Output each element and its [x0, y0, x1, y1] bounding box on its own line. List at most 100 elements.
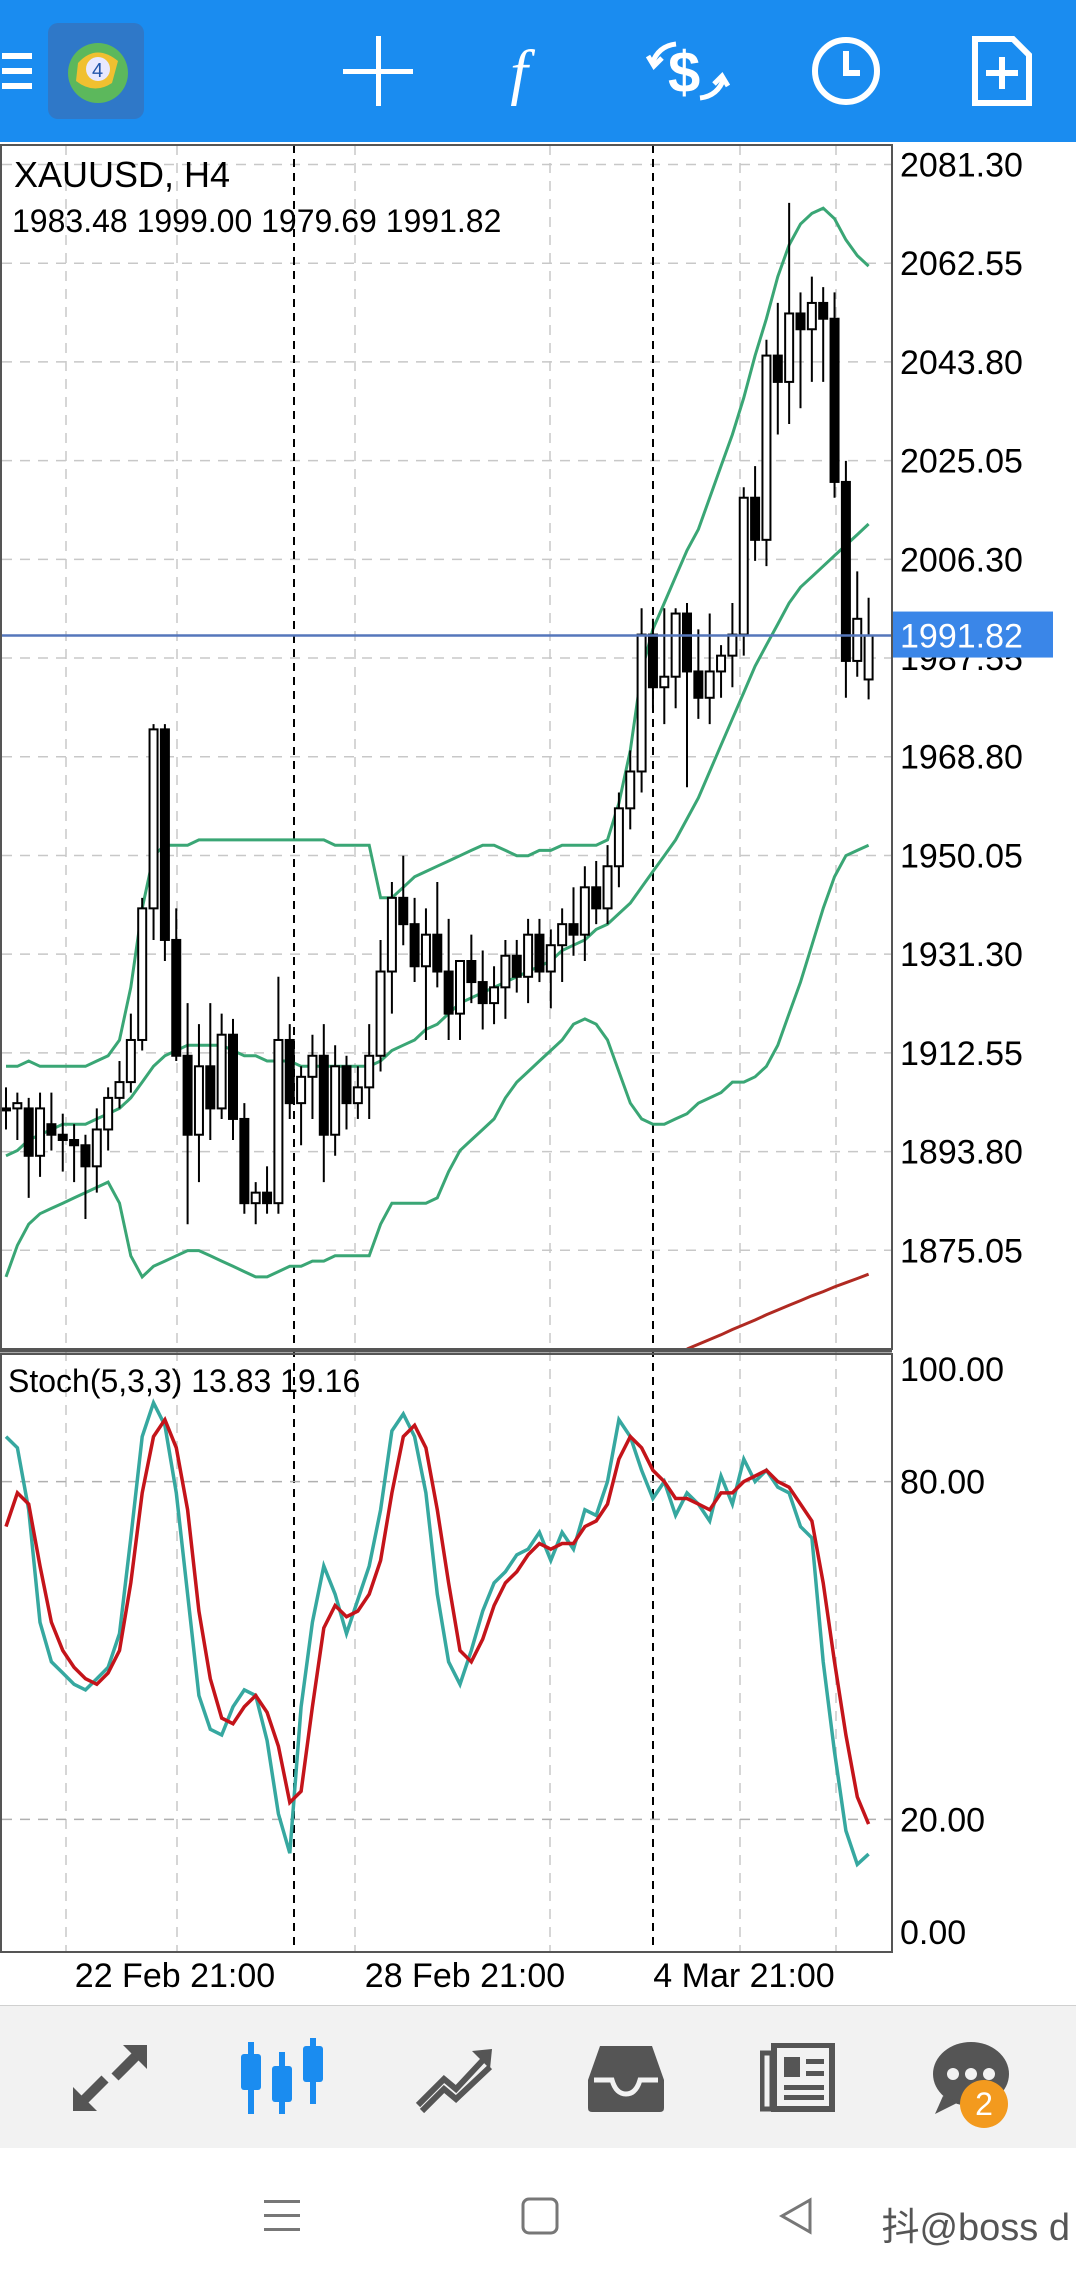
candle-bear [647, 633, 658, 689]
svg-text:$: $ [668, 40, 700, 105]
recent-apps-icon[interactable] [242, 2148, 322, 2284]
stoch-header-label: Stoch(5,3,3) 13.83 19.16 [8, 1363, 360, 1399]
candle-bull [330, 1065, 341, 1136]
candle-bear [182, 1054, 193, 1136]
candle-bear [466, 960, 477, 984]
bottom-navigation: 2 [0, 2005, 1076, 2149]
candle-bear [750, 496, 761, 541]
candle-bull [420, 933, 431, 968]
candle-bull [273, 1038, 284, 1205]
candle-bear [511, 954, 522, 978]
timeframe-clock-icon[interactable] [798, 0, 894, 142]
stoch-k-line [4, 1398, 870, 1868]
candle-bear [262, 1191, 273, 1205]
candle-bull [557, 923, 568, 947]
candle-bear [80, 1144, 91, 1168]
candle-bear [829, 317, 840, 483]
menu-icon[interactable] [0, 0, 36, 142]
back-icon[interactable] [756, 2148, 836, 2284]
stoch-d-line [4, 1415, 871, 1825]
candle-bull [636, 633, 647, 773]
candle-bull [602, 865, 613, 910]
candle-bull [784, 312, 795, 383]
candle-bull [250, 1191, 261, 1205]
trade-icon[interactable] [394, 2006, 514, 2149]
metatrader-logo-icon[interactable]: 4 [46, 0, 146, 142]
candle-bull [193, 1065, 204, 1136]
price-chart[interactable]: 2081.302062.552043.802025.052006.301987.… [0, 142, 1076, 2002]
chart-icon[interactable] [222, 2006, 342, 2149]
price-tick-label: 1931.30 [900, 936, 1023, 974]
candle-bear [534, 933, 545, 973]
watermark: 抖@boss d [881, 2207, 1070, 2249]
svg-text:4: 4 [92, 60, 103, 82]
system-navigation-bar [0, 2148, 1076, 2284]
crosshair-icon[interactable] [330, 0, 426, 142]
symbol-timeframe-label: XAUUSD, H4 [14, 154, 230, 195]
price-tick-label: 1893.80 [900, 1134, 1023, 1172]
candle-bear [239, 1117, 250, 1205]
candle-bull [727, 633, 738, 657]
candle-bull [659, 675, 670, 689]
candle-bull [386, 896, 397, 973]
indicators-icon[interactable]: f [486, 0, 582, 142]
price-tick-label: 2062.55 [900, 245, 1023, 283]
candle-bull [296, 1075, 307, 1105]
price-tick-label: 2043.80 [900, 344, 1023, 382]
ohlc-label: 1983.48 1999.00 1979.69 1991.82 [12, 203, 501, 239]
candle-bull [545, 944, 556, 973]
stoch-pane-frame [0, 1353, 893, 1953]
candle-bear [46, 1123, 57, 1136]
history-icon[interactable] [566, 2006, 686, 2149]
candle-bear [795, 312, 806, 331]
candle-bull [852, 617, 863, 662]
candle-bear [228, 1033, 238, 1120]
bollinger-band-line [4, 843, 870, 1280]
new-order-icon[interactable] [954, 0, 1050, 142]
candle-bear [840, 480, 851, 662]
price-tick-label: 1950.05 [900, 837, 1023, 875]
current-price-tag [893, 611, 1053, 658]
candle-bull [670, 612, 681, 678]
candle-bear [23, 1107, 34, 1157]
candle-bull [35, 1107, 46, 1157]
candle-bear [591, 886, 602, 910]
chart-area[interactable]: 2081.30 2062.55 2043.80 2025.05 2006.30 1987.… [0, 142, 1076, 2002]
candle-bull [716, 654, 727, 673]
messages-icon[interactable]: 2 [906, 2006, 1036, 2149]
candle-bear [772, 354, 783, 383]
candle-bear [69, 1138, 80, 1147]
news-icon[interactable] [738, 2006, 858, 2149]
home-icon[interactable] [500, 2148, 580, 2284]
candle-bear [318, 1054, 329, 1136]
candle-bull [738, 496, 749, 636]
candle-bull [579, 886, 590, 936]
candle-bull [613, 807, 624, 868]
price-tick-label: 2081.30 [900, 146, 1023, 184]
candle-bear [159, 728, 170, 941]
candle-bear [205, 1065, 216, 1110]
candle-bear [57, 1133, 68, 1141]
current-price-label: 1991.82 [900, 618, 1023, 656]
candle-bull [523, 933, 534, 978]
candle-bull [352, 1086, 363, 1105]
candle-bull [137, 907, 148, 1041]
candle-bull [761, 354, 772, 541]
candle-bull [489, 986, 500, 1005]
time-tick-label: 4 Mar 21:00 [653, 1957, 834, 1995]
bollinger-band-line [5, 522, 870, 1158]
candle-bear [284, 1038, 295, 1105]
price-tick-label: 1875.05 [900, 1232, 1023, 1270]
candle-bear [409, 923, 420, 968]
symbols-icon[interactable]: $ [640, 0, 736, 142]
top-toolbar: 4 f $ [0, 0, 1076, 142]
candle-bear [818, 301, 829, 320]
quotes-icon[interactable] [50, 2006, 170, 2149]
candle-bear [341, 1065, 352, 1105]
candle-bull [704, 670, 715, 699]
candle-bull [114, 1081, 125, 1099]
candle-bear [568, 923, 579, 936]
candle-bear [682, 612, 692, 673]
candle-bull [307, 1054, 318, 1078]
candle-bull [103, 1096, 114, 1131]
